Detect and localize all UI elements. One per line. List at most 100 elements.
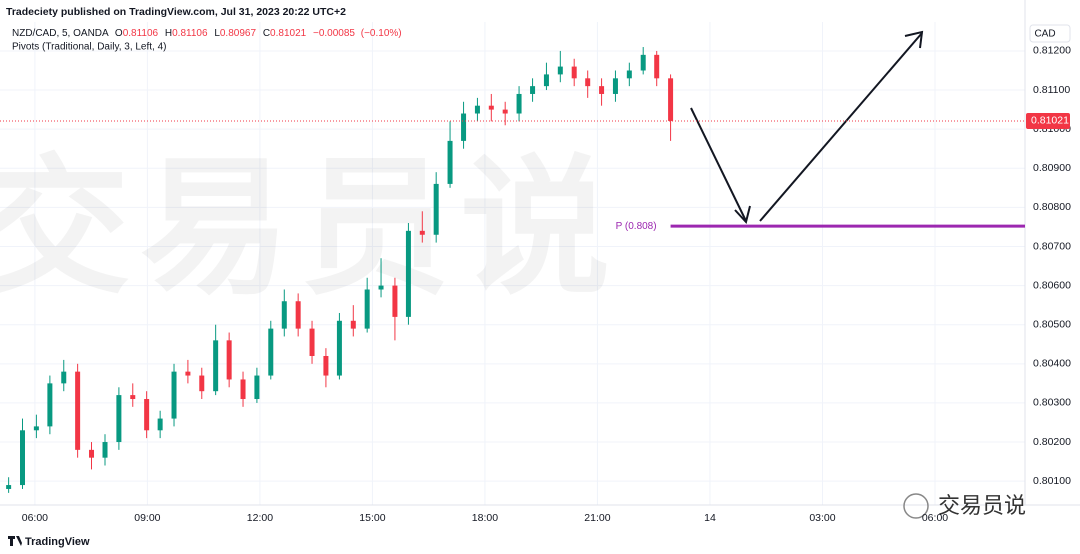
x-tick-label: 06:00 [22,512,48,524]
currency[interactable]: CAD [1034,29,1055,40]
x-tick-label: 09:00 [134,512,160,524]
footer-watermark: 交易员说 [903,493,1026,519]
candle-body [6,485,12,489]
x-tick-label: 12:00 [247,512,273,524]
candle-body [130,395,136,400]
arrow-up [759,32,923,222]
candle-body [378,285,384,290]
candle-body [199,375,205,392]
candle-body [612,78,618,94]
candle-body [640,54,646,71]
y-tick-label: 0.80700 [1033,240,1071,252]
candle-body [171,371,177,419]
y-tick-label: 0.80400 [1033,358,1071,370]
candle-body [668,78,674,121]
open-value: 0.81106 [123,28,159,39]
candle-body [323,355,329,376]
candle-body [419,230,425,235]
candle-body [213,340,219,392]
candle-body [336,320,342,376]
wechat-icon [903,493,929,519]
candle-body [240,379,246,400]
header: Tradeciety published on TradingView.com,… [6,6,346,18]
pivot-label: P (0.808) [616,221,657,232]
candle-body [226,340,232,380]
candle-body [33,426,39,431]
candle-body [557,66,563,75]
watermark: 交易员说 [0,144,620,312]
candle-body [185,371,191,376]
candle-body [571,66,577,79]
y-tick-label: 0.80300 [1033,397,1071,409]
c-letter: C [263,28,270,39]
candle-body [309,328,315,356]
y-tick-label: 0.81200 [1033,45,1071,57]
x-tick-label: 15:00 [359,512,385,524]
change-pct: (−0.10%) [361,28,402,39]
candle-body [474,105,480,114]
candle-body [281,301,287,329]
change: −0.00085 [313,28,355,39]
candle-body [47,383,53,427]
candle-body [20,430,26,486]
indicator: Pivots (Traditional, Daily, 3, Left, 4) [12,42,167,53]
last-price-label: 0.81021 [1031,115,1069,127]
y-tick-label: 0.80100 [1033,475,1071,487]
arrow-down [690,107,747,222]
candle-body [405,230,411,317]
candle-body [516,93,522,114]
candle-body [599,86,605,94]
candle-body [268,328,274,376]
candle-body [461,113,467,141]
l-letter: L [214,28,220,39]
brand-logo [8,536,22,546]
low-value: 0.80967 [220,28,257,39]
symbol: NZD/CAD, 5, OANDA [12,28,109,39]
candle-body [61,371,67,384]
candle-body [543,74,549,87]
candle-body [157,418,163,431]
o-letter: O [115,28,123,39]
last-price-box [1026,112,1070,129]
drawn-arrows [690,30,924,225]
candle-body [350,320,356,329]
candle-body [626,70,632,79]
candle-body [89,449,95,458]
high-value: 0.81106 [172,28,208,39]
currency-box[interactable] [1029,24,1071,43]
y-tick-label: 0.81100 [1033,84,1070,96]
y-tick-label: 0.80600 [1033,279,1071,291]
y-tick-label: 0.80200 [1033,436,1071,448]
y-tick-label: 0.80500 [1033,318,1071,330]
legend-line: NZD/CAD, 5, OANDA O0.81106 H0.81106 L0.8… [12,28,402,39]
x-tick-label: 21:00 [584,512,610,524]
x-tick-label: 06:00 [922,512,948,524]
candle-body [433,183,439,235]
candle-body [102,442,108,458]
y-tick-label: 0.80800 [1033,201,1071,213]
candle-body [75,371,81,450]
arrow-head [734,205,751,225]
y-tick-label: 0.80900 [1033,162,1071,174]
candle-body [654,54,660,79]
watermark-small: 交易员说 [938,493,1026,518]
candle-body [392,285,398,317]
x-tick-label: 14 [704,512,716,524]
candle-body [585,78,591,87]
candles [6,47,674,493]
x-tick-label: 03:00 [809,512,835,524]
x-tick-label: 18:00 [472,512,498,524]
candle-body [144,399,150,431]
candle-body [488,105,494,110]
candle-body [447,140,453,184]
arrow-head [904,30,924,49]
h-letter: H [165,28,172,39]
candle-body [254,375,260,400]
candle-body [116,395,122,443]
candle-body [295,301,301,329]
candle-body [364,289,370,329]
brand-name: TradingView [25,536,90,548]
candle-body [502,109,508,114]
close-value: 0.81021 [270,28,307,39]
